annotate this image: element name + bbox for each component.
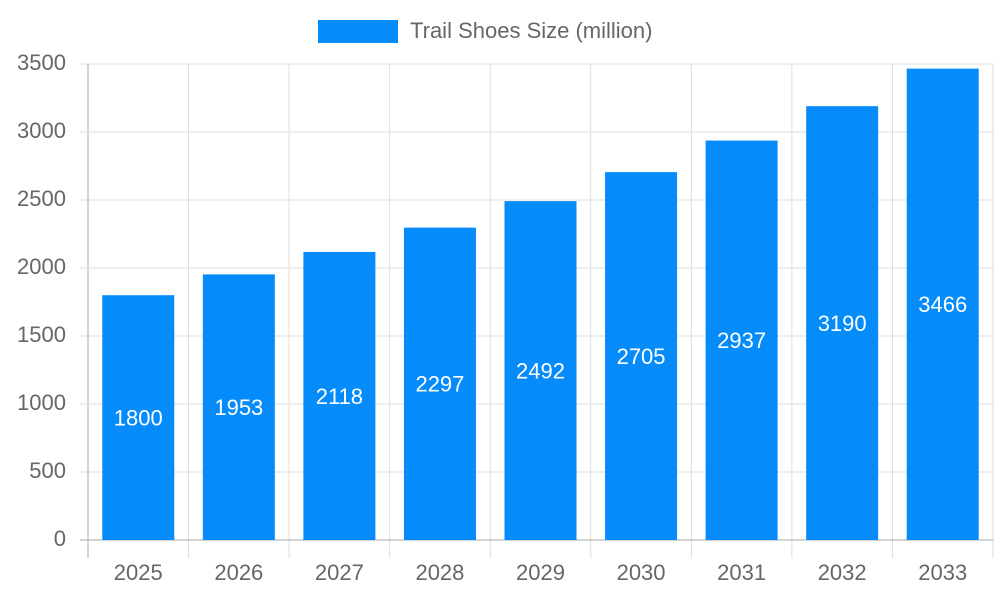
legend-swatch: [318, 20, 398, 43]
data-label: 2937: [717, 328, 766, 353]
bar: [303, 251, 376, 540]
data-label: 1953: [214, 395, 263, 420]
x-tick-label: 2028: [415, 560, 464, 585]
bar: [605, 172, 678, 540]
data-label: 2118: [316, 384, 363, 409]
bar: [806, 106, 879, 540]
x-tick-label: 2026: [214, 560, 263, 585]
y-tick-label: 3500: [17, 50, 66, 75]
y-tick-label: 1000: [17, 390, 66, 415]
bar: [705, 140, 778, 540]
data-label: 1800: [114, 405, 163, 430]
bar: [102, 295, 175, 540]
y-tick-label: 500: [29, 458, 66, 483]
x-tick-label: 2025: [114, 560, 163, 585]
bar: [202, 274, 275, 540]
data-label: 3190: [818, 311, 867, 336]
data-label: 2705: [617, 344, 666, 369]
legend-label: Trail Shoes Size (million): [410, 18, 652, 43]
x-tick-label: 2032: [818, 560, 867, 585]
bar: [403, 227, 476, 540]
y-tick-label: 3000: [17, 118, 66, 143]
x-tick-label: 2030: [617, 560, 666, 585]
y-tick-label: 1500: [17, 322, 66, 347]
data-label: 3466: [918, 292, 967, 317]
x-tick-label: 2027: [315, 560, 364, 585]
y-tick-label: 0: [54, 526, 66, 551]
y-tick-label: 2500: [17, 186, 66, 211]
bar: [906, 68, 979, 541]
x-tick-label: 2029: [516, 560, 565, 585]
y-tick-label: 2000: [17, 254, 66, 279]
x-tick-label: 2031: [717, 560, 766, 585]
data-label: 2297: [415, 372, 464, 397]
x-tick-label: 2033: [918, 560, 967, 585]
bar: [504, 201, 577, 540]
data-label: 2492: [516, 358, 565, 383]
